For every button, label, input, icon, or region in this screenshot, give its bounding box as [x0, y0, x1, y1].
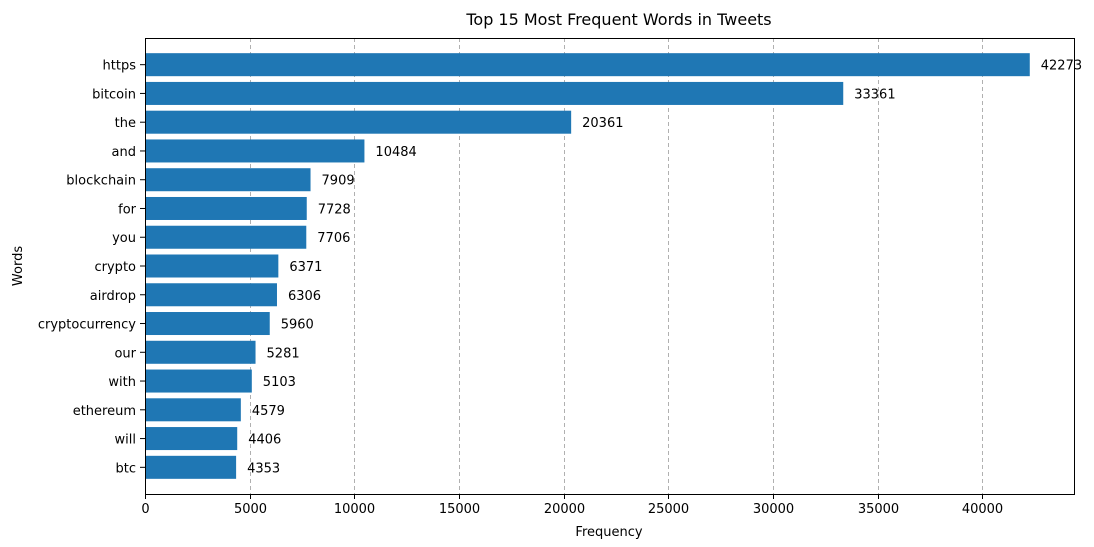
data-label-and: 10484 — [375, 145, 416, 160]
bar-airdrop — [145, 283, 277, 307]
x-axis-title: Frequency — [575, 525, 642, 540]
x-tick-label: 0 — [141, 502, 149, 517]
bars — [145, 53, 1030, 479]
x-tick-label: 30000 — [753, 502, 794, 517]
y-tick-label-for: for — [118, 202, 137, 217]
data-label-with: 5103 — [263, 375, 296, 390]
bar-for — [145, 196, 307, 220]
bar-with — [145, 369, 252, 393]
data-label-airdrop: 6306 — [288, 289, 321, 304]
data-label-cryptocurrency: 5960 — [281, 318, 314, 333]
bar-ethereum — [145, 398, 241, 422]
x-tick-label: 15000 — [439, 502, 480, 517]
x-tick-label: 25000 — [648, 502, 689, 517]
bar-btc — [145, 455, 237, 479]
y-tick-label-blockchain: blockchain — [66, 174, 136, 189]
y-tick-label-and: and — [112, 145, 136, 160]
y-tick-label-btc: btc — [116, 461, 137, 476]
bar-https — [145, 53, 1030, 77]
gridlines — [250, 38, 983, 494]
y-tick-label-cryptocurrency: cryptocurrency — [38, 318, 136, 333]
plot-frame — [145, 38, 1075, 495]
y-tick-label-will: will — [115, 433, 136, 448]
x-axis-ticks: 0 5000 10000 15000 20000 25000 30000 35000 40000 — [141, 494, 1003, 517]
bar-and — [145, 139, 365, 163]
chart-title: Top 15 Most Frequent Words in Tweets — [465, 10, 771, 29]
data-label-the: 20361 — [582, 116, 623, 131]
x-tick-label: 10000 — [334, 502, 375, 517]
data-label-blockchain: 7909 — [322, 174, 355, 189]
y-axis-ticks: https bitcoin the and blockchain for you crypto… — [38, 59, 145, 476]
data-label-bitcoin: 33361 — [854, 87, 895, 102]
data-label-ethereum: 4579 — [252, 404, 285, 419]
x-tick-label: 5000 — [234, 502, 267, 517]
data-labels: 42273 33361 20361 10484 7909 7728 7706 6371 6306… — [247, 59, 1082, 477]
data-label-https: 42273 — [1041, 59, 1082, 74]
y-tick-label-ethereum: ethereum — [73, 404, 136, 419]
data-label-for: 7728 — [318, 202, 351, 217]
data-label-you: 7706 — [317, 231, 350, 246]
y-tick-label-airdrop: airdrop — [90, 289, 136, 304]
y-tick-label-with: with — [108, 375, 136, 390]
bar-cryptocurrency — [145, 312, 270, 336]
y-tick-label-https: https — [103, 59, 137, 74]
data-label-btc: 4353 — [247, 461, 280, 476]
data-label-crypto: 6371 — [289, 260, 322, 275]
y-tick-label-you: you — [112, 231, 136, 246]
x-tick-label: 35000 — [858, 502, 899, 517]
bar-will — [145, 427, 238, 451]
bar-blockchain — [145, 168, 311, 192]
x-tick-label: 40000 — [962, 502, 1003, 517]
bar-the — [145, 110, 572, 134]
x-tick-label: 20000 — [544, 502, 585, 517]
bar-bitcoin — [145, 81, 844, 105]
data-label-will: 4406 — [248, 433, 281, 448]
data-label-our: 5281 — [267, 346, 300, 361]
bar-crypto — [145, 254, 279, 278]
y-tick-label-crypto: crypto — [95, 260, 137, 275]
bar-our — [145, 340, 256, 364]
y-tick-label-bitcoin: bitcoin — [92, 87, 136, 102]
y-tick-label-our: our — [114, 346, 136, 361]
y-axis-title: Words — [11, 246, 26, 286]
y-tick-label-the: the — [115, 116, 136, 131]
bar-you — [145, 225, 307, 249]
